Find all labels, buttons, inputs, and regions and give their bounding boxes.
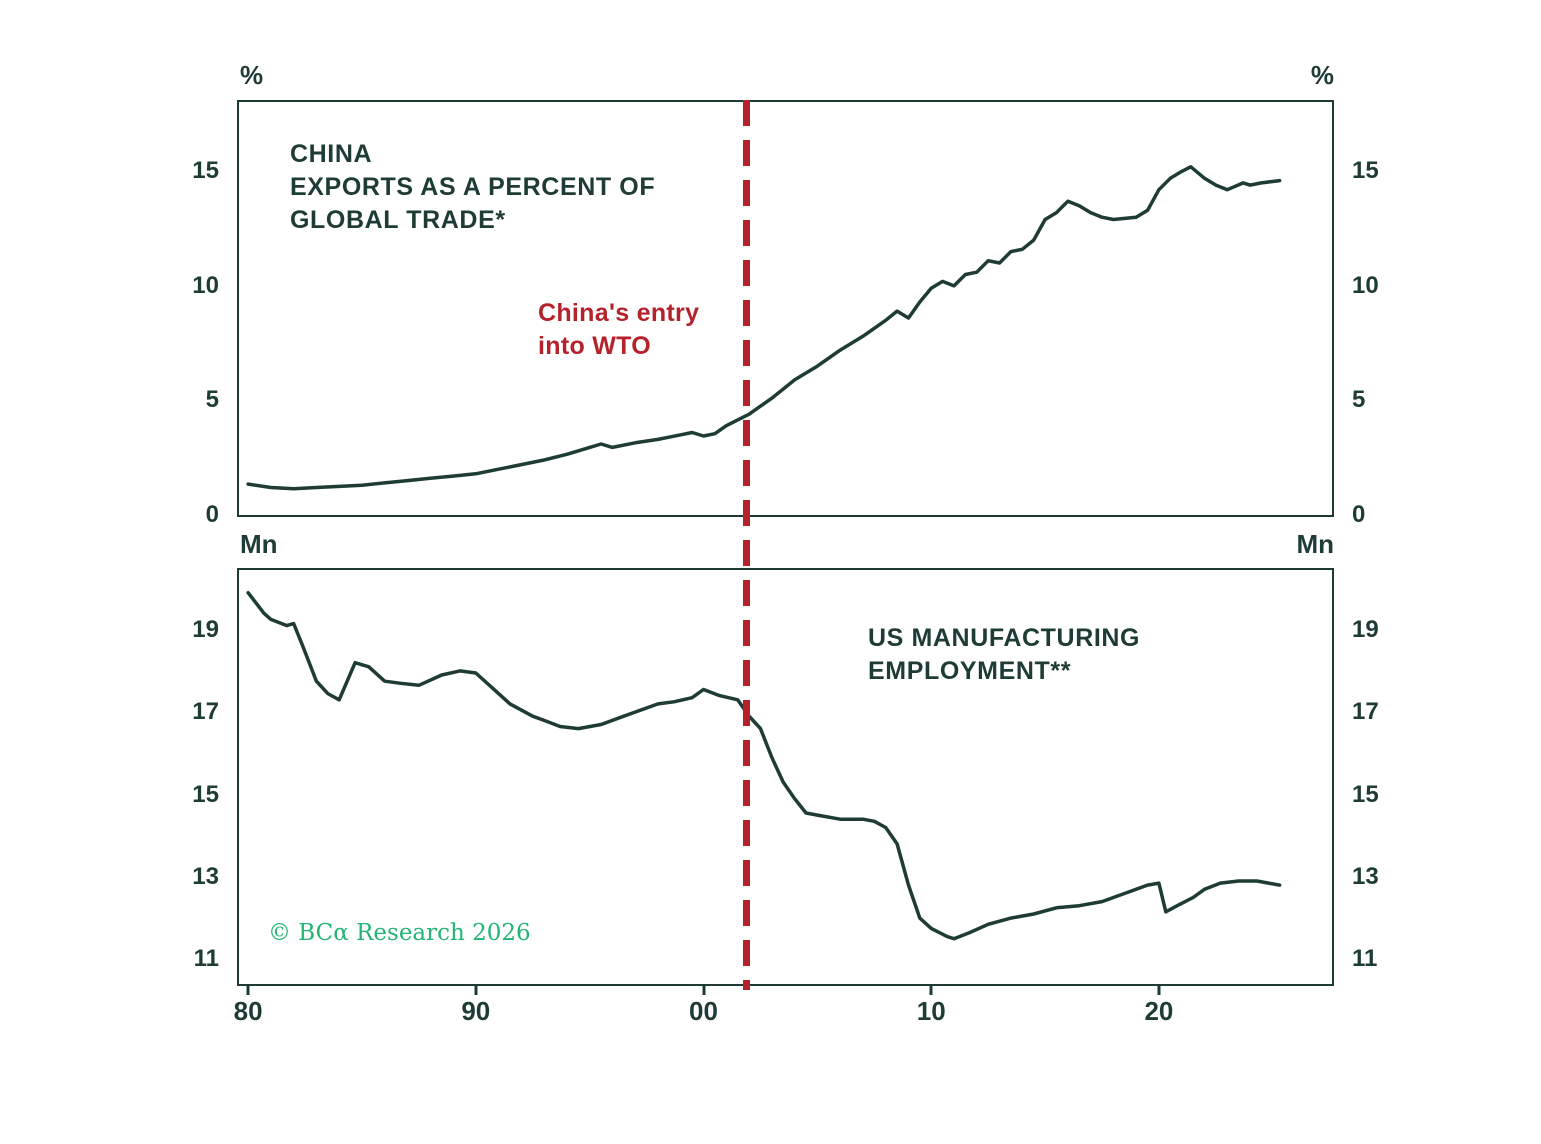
y-axis-tick-label-left: 17 bbox=[192, 698, 219, 726]
data-line-bottom bbox=[246, 590, 1282, 941]
us-manufacturing-chart-panel: 11 11 13 13 15 15 17 17 19 19 80 90 00 10 20 bbox=[192, 568, 1379, 1024]
x-axis-tick-label: 10 bbox=[916, 996, 946, 1026]
y-axis-tick-label-right: 19 bbox=[1352, 615, 1379, 643]
y-axis-tick-label-right: 17 bbox=[1352, 698, 1379, 726]
x-axis-tick-label: 90 bbox=[461, 996, 491, 1026]
data-line-top bbox=[246, 165, 1282, 491]
y-axis-tick-label-left: 15 bbox=[192, 780, 219, 808]
top-panel-right-unit-label: % bbox=[1310, 60, 1334, 90]
bottom-chart-title: US MANUFACTURING EMPLOYMENT** bbox=[868, 624, 1141, 685]
china-exports-line-chart bbox=[246, 165, 1282, 491]
x-axis-tick-label: 00 bbox=[689, 996, 718, 1026]
us-manufacturing-line-chart bbox=[246, 590, 1282, 941]
copyright-notice: © BCα Research 2026 bbox=[268, 920, 531, 946]
top-chart-title: CHINA EXPORTS AS A PERCENT OF GLOBAL TRA… bbox=[290, 140, 656, 234]
y-axis-tick-label-right: 15 bbox=[1352, 157, 1379, 185]
y-axis-tick-label-right: 10 bbox=[1352, 271, 1379, 299]
top-panel-left-unit-label: % bbox=[240, 60, 264, 90]
x-axis-tick-mark bbox=[1157, 984, 1161, 995]
wto-entry-dashed-line bbox=[743, 100, 751, 990]
x-axis-tick-mark bbox=[246, 984, 250, 995]
y-axis-tick-label-left: 0 bbox=[205, 501, 219, 528]
y-axis-tick-label-right: 13 bbox=[1352, 862, 1379, 890]
wto-entry-annotation: China's entry into WTO bbox=[538, 299, 700, 360]
x-axis-tick-label: 80 bbox=[233, 996, 263, 1026]
y-axis-tick-label-right: 15 bbox=[1352, 780, 1379, 808]
x-axis-tick-mark bbox=[929, 984, 933, 995]
y-axis-tick-label-left: 15 bbox=[192, 157, 219, 185]
bottom-panel-left-unit-label: Mn bbox=[240, 529, 278, 559]
x-axis-tick-mark bbox=[474, 984, 478, 995]
y-axis-tick-label-left: 5 bbox=[205, 386, 219, 414]
y-axis-tick-label-left: 13 bbox=[192, 862, 219, 890]
bottom-panel-right-unit-label: Mn bbox=[1296, 529, 1334, 559]
china-exports-chart-panel: 0 0 5 5 10 10 15 15 bbox=[192, 100, 1379, 527]
x-axis-tick-mark bbox=[702, 984, 706, 995]
y-axis-tick-label-right: 11 bbox=[1352, 945, 1378, 973]
y-axis-tick-label-left: 11 bbox=[193, 945, 219, 973]
y-axis-tick-label-right: 0 bbox=[1352, 501, 1366, 528]
x-axis-tick-label: 20 bbox=[1144, 996, 1174, 1026]
y-axis-tick-label-left: 19 bbox=[192, 615, 219, 643]
y-axis-tick-label-right: 5 bbox=[1352, 386, 1366, 414]
y-axis-tick-label-left: 10 bbox=[192, 271, 219, 299]
